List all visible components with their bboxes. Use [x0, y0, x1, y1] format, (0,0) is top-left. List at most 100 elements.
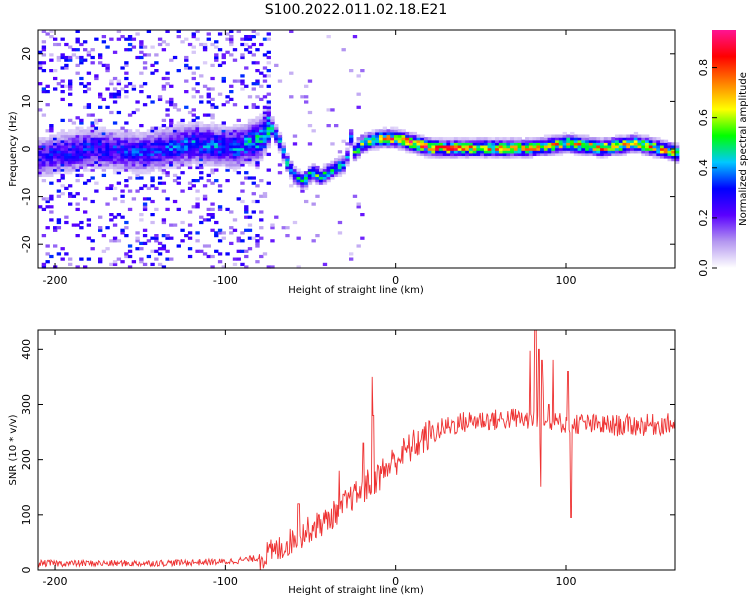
spectrogram-cell	[259, 236, 264, 240]
spectrogram-cell	[551, 150, 556, 154]
spectrogram-cell	[79, 155, 84, 159]
spectrogram-cell	[483, 147, 489, 151]
spectrogram-cell	[38, 142, 43, 146]
spectrogram-cell	[622, 142, 627, 146]
spectrogram-cell	[139, 145, 144, 149]
spectrogram-cell	[240, 163, 245, 167]
spectrogram-cell	[506, 152, 511, 157]
spectrogram-cell	[611, 150, 616, 154]
spectrogram-cell	[98, 215, 103, 219]
spectrogram-cell	[45, 145, 50, 149]
spectrogram-cell	[453, 137, 459, 141]
spectrogram-cell	[165, 152, 170, 157]
spectrogram-cell	[116, 134, 122, 138]
spectrogram-cell	[255, 234, 260, 238]
spectrogram-cell	[112, 134, 118, 138]
spectrogram-cell	[86, 113, 92, 117]
spectrogram-cell	[90, 61, 95, 65]
spectrogram-cell	[266, 116, 271, 120]
spectrogram-cell	[600, 152, 605, 157]
spectrogram-cell	[187, 231, 193, 235]
spectrogram-cell	[53, 152, 58, 157]
spectrogram-cell	[326, 165, 331, 170]
spectrogram-cell	[105, 247, 110, 251]
spectrogram-cell	[641, 147, 646, 151]
spectrogram-cell	[352, 147, 358, 151]
spectrogram-cell	[562, 139, 567, 143]
spectrogram-cell	[68, 45, 73, 49]
spectrogram-cell	[169, 126, 174, 130]
spectrogram-cell	[232, 48, 238, 52]
spectrogram-cell	[45, 139, 50, 143]
spectrogram-cell	[453, 139, 459, 143]
colorbar-ticks: 0.00.20.40.60.8	[697, 59, 717, 277]
spectrogram-cell	[49, 126, 54, 130]
spectrogram-cell	[217, 134, 223, 138]
spectrogram-cell	[622, 134, 627, 138]
spectrogram-cell	[105, 63, 110, 68]
spectrogram-cell	[427, 152, 433, 157]
spectrogram-cell	[262, 124, 268, 128]
spectrogram-cell	[405, 145, 410, 149]
spectrogram-cell	[116, 160, 122, 164]
spectrogram-cell	[131, 163, 137, 167]
spectrogram-cell	[431, 137, 436, 141]
spectrogram-cell	[330, 108, 335, 112]
spectrogram-cell	[139, 163, 144, 167]
spectrogram-cell	[206, 113, 211, 117]
spectrogram-cell	[277, 139, 283, 143]
spectrogram-cell	[90, 247, 95, 251]
spectrogram-cell	[191, 118, 196, 123]
spectrogram-cell	[630, 147, 635, 151]
spectrogram-cell	[397, 137, 403, 141]
spectrogram-cell	[255, 129, 260, 133]
spectrogram-cell	[409, 150, 414, 154]
spectrogram-cell	[341, 155, 346, 159]
spectrogram-cell	[401, 142, 406, 146]
spectrogram-cell	[266, 84, 271, 88]
spectrogram-cell	[491, 147, 496, 151]
spectrogram-cell	[86, 179, 92, 183]
spectrogram-cell	[202, 163, 208, 167]
spectrogram-cell	[326, 173, 331, 178]
spectrogram-cell	[341, 171, 346, 175]
spectrogram-cell	[169, 134, 174, 138]
spectrogram-cell	[53, 228, 58, 232]
spectrogram-cell	[169, 160, 174, 164]
spectrogram-cell	[165, 113, 170, 117]
spectrogram-cell	[101, 160, 107, 164]
spectrogram-cell	[570, 145, 575, 149]
spectrogram-cell	[498, 155, 504, 159]
spectrogram-cell	[131, 160, 137, 164]
spectrogram-cell	[465, 142, 470, 146]
spectrogram-cell	[71, 53, 77, 57]
spectrogram-cell	[169, 118, 174, 123]
spectrogram-cell	[83, 139, 88, 143]
spectrogram-cell	[296, 179, 301, 183]
spectrogram-cell	[41, 265, 47, 269]
spectrogram-cell	[244, 142, 249, 146]
spectrogram-cell	[487, 137, 492, 141]
spectrogram-cell	[49, 158, 54, 162]
spectrogram-cell	[232, 142, 238, 146]
spectrogram-cell	[101, 134, 107, 138]
spectrogram-cell	[64, 139, 69, 143]
spectrogram-cell	[337, 163, 343, 167]
spectrogram-cell	[618, 145, 624, 149]
spectrogram-cell	[356, 150, 361, 154]
spectrogram-cell	[225, 158, 230, 162]
spectrogram-cell	[262, 118, 268, 123]
spectrogram-cell	[94, 152, 99, 157]
spectrogram-cell	[150, 45, 155, 49]
spectrogram-cell	[165, 150, 170, 154]
spectrogram-cell	[416, 142, 421, 146]
spectrogram-cell	[195, 116, 200, 120]
spectrogram-cell	[41, 158, 47, 162]
spectrogram-cell	[468, 150, 474, 154]
spectrogram-cell	[206, 124, 211, 128]
spectrogram-cell	[150, 184, 155, 188]
spectrogram-cell	[236, 171, 241, 175]
spectrogram-cell	[176, 69, 181, 73]
spectrogram-cell	[210, 129, 215, 133]
spectrogram-cell	[60, 55, 65, 60]
